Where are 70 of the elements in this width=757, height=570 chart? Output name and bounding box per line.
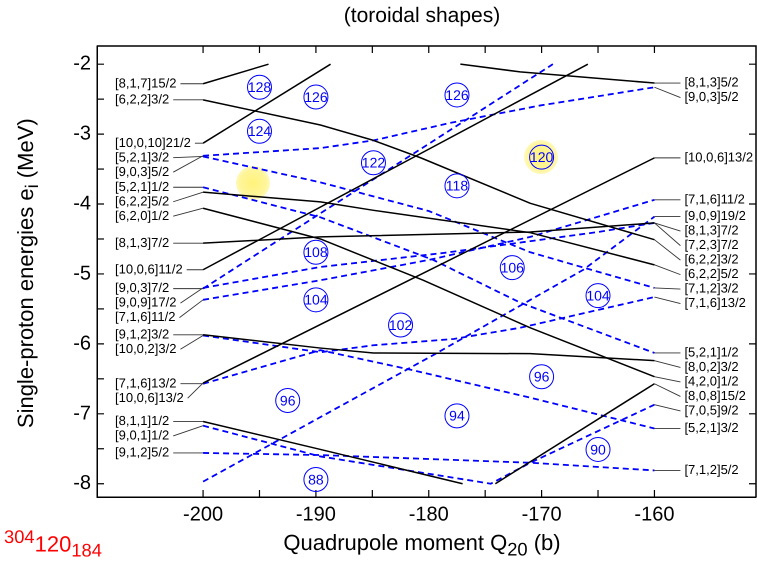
y-tick-label: -6	[73, 332, 91, 354]
x-tick-label: -180	[408, 504, 449, 526]
annotation: 126	[304, 88, 328, 105]
annotation: [6,2,2]5/2	[684, 266, 739, 282]
annotation: 128	[248, 79, 272, 96]
annotation: 96	[534, 368, 550, 385]
annotation: 126	[445, 86, 469, 103]
annotation: 120	[530, 149, 554, 166]
annotation: [8,1,3]7/2	[684, 222, 739, 238]
annotation: 102	[388, 316, 412, 333]
annotation: 124	[248, 123, 272, 140]
annotation: 94	[449, 408, 465, 424]
annotation: 106	[500, 260, 524, 276]
x-tick-label: -190	[296, 504, 336, 526]
y-tick-label: -7	[73, 402, 91, 424]
annotation: 108	[304, 244, 328, 260]
annotation: 118	[446, 178, 468, 194]
annotation: [9,0,3]7/2	[115, 280, 170, 296]
annotation: [8,1,3]7/2	[115, 234, 170, 250]
annotation: [6,2,2]5/2	[115, 193, 170, 208]
annotation: [6,2,0]1/2	[115, 208, 170, 223]
annotation: [10,0,6]11/2	[115, 261, 183, 276]
annotation: [10,0,2]3/2	[115, 340, 176, 356]
annotation: [10,0,10]21/2	[115, 134, 191, 150]
annotation: [7,1,6]11/2	[115, 309, 176, 324]
annotation: [10,0,6]13/2	[115, 390, 184, 405]
annotation: [8,1,3]5/2	[684, 74, 739, 90]
annotation: [7,2,3]7/2	[684, 237, 739, 252]
y-tick-label: -3	[73, 122, 91, 145]
x-tick-label: -200	[183, 504, 224, 526]
annotation: [10,0,6]13/2	[684, 149, 754, 164]
y-tick-label: -8	[73, 472, 91, 494]
annotation: [9,0,3]5/2	[684, 89, 739, 104]
y-tick-label: -5	[73, 262, 91, 284]
annotation: [5,2,1]3/2	[115, 149, 170, 164]
annotation: [5,2,1]3/2	[684, 420, 739, 436]
annotation: [5,2,1]1/2	[115, 178, 170, 194]
annotation: [5,2,1]1/2	[684, 344, 739, 360]
y-tick-label: -2	[73, 52, 91, 75]
annotation: 88	[308, 471, 324, 488]
annotation: [7,1,6]13/2	[684, 295, 746, 310]
annotation: [7,0,5]9/2	[684, 402, 739, 418]
annotation: [6,2,2]3/2	[684, 252, 739, 267]
annotation: 104	[586, 287, 610, 304]
annotation: [9,1,2]5/2	[115, 444, 170, 460]
annotation: [8,1,7]15/2	[115, 75, 176, 90]
annotation: [9,1,2]3/2	[115, 326, 170, 342]
annotation: [6,2,2]3/2	[115, 91, 170, 106]
annotation: [7,1,6]13/2	[115, 375, 176, 390]
annotation: [4,2,0]1/2	[684, 374, 739, 389]
annotation: [7,1,2]5/2	[684, 462, 739, 478]
annotation: [7,1,2]3/2	[684, 280, 739, 296]
annotation: [9,0,1]1/2	[115, 428, 170, 443]
annotation: 104	[304, 292, 328, 308]
annotation: 90	[590, 441, 606, 458]
annotation: [7,1,6]11/2	[684, 191, 745, 206]
x-axis-title: Quadrupole moment Q$_{20}$ (b)	[283, 530, 561, 560]
annotation: [8,0,2]3/2	[684, 359, 739, 374]
x-tick-label: -170	[522, 504, 562, 526]
annotation: [8,1,1]1/2	[115, 413, 170, 428]
annotation: 122	[362, 154, 386, 171]
annotation: [8,0,8]15/2	[684, 388, 746, 404]
text: $^{304}$120$_{184}$	[4, 526, 102, 562]
annotation: [9,0,3]5/2	[115, 164, 170, 179]
y-tick-label: -4	[73, 192, 91, 215]
x-tick-label: -160	[634, 504, 674, 526]
annotation: [9,0,9]19/2	[684, 208, 746, 224]
annotation: [9,0,9]17/2	[115, 294, 176, 310]
annotation: 96	[280, 392, 296, 408]
chart-title: (toroidal shapes)	[342, 4, 502, 28]
